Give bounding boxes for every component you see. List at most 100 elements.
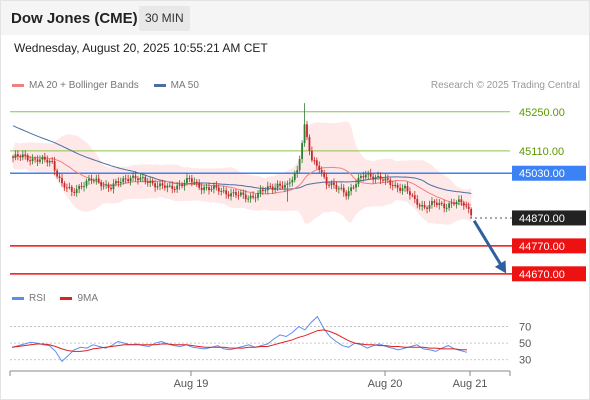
- level-label: 45250.00: [519, 107, 565, 119]
- candle-body: [215, 185, 218, 188]
- candle-body: [124, 178, 127, 180]
- ma50-swatch: [153, 83, 166, 87]
- candle-body: [404, 185, 406, 189]
- rsi-legend: RSI 9MA: [12, 293, 98, 304]
- candle-body: [298, 159, 301, 171]
- candle-body: [181, 184, 183, 187]
- candle-body: [12, 156, 14, 158]
- candle-body: [433, 201, 436, 203]
- candle-body: [357, 177, 360, 185]
- candle-body: [413, 195, 416, 199]
- candle-body: [29, 160, 32, 162]
- candle-body: [188, 177, 191, 179]
- candle-body: [242, 192, 245, 195]
- rsi-line: [11, 315, 468, 363]
- candle-body: [235, 192, 237, 196]
- candle-body: [24, 154, 27, 156]
- candle-body: [190, 178, 193, 183]
- candle-body: [391, 185, 394, 187]
- candle-body: [330, 182, 333, 186]
- candle-body: [470, 208, 473, 216]
- candle-body: [26, 155, 29, 161]
- candle-body: [247, 198, 250, 200]
- candle-body: [186, 177, 188, 183]
- candle-body: [369, 173, 372, 177]
- candle-body: [416, 198, 419, 205]
- candle-body: [51, 160, 54, 162]
- candle-body: [311, 150, 313, 161]
- ma50-line: [12, 125, 472, 194]
- candle-body: [257, 193, 259, 198]
- candle-body: [345, 192, 348, 197]
- candle-body: [396, 184, 399, 188]
- candle-body: [232, 192, 235, 194]
- price-legend: MA 20 + Bollinger Bands MA 50: [12, 80, 199, 91]
- rsi-ma-swatch: [60, 296, 73, 300]
- candle-body: [320, 170, 323, 173]
- candle-body: [377, 175, 379, 177]
- candle-body: [440, 203, 443, 205]
- candle-body: [171, 185, 174, 189]
- candle-body: [34, 158, 36, 160]
- candle-body: [254, 197, 257, 199]
- candle-body: [428, 204, 431, 209]
- candle-body: [239, 192, 242, 196]
- candle-body: [213, 185, 215, 189]
- interval-button[interactable]: 30 MIN: [139, 6, 190, 31]
- candle-body: [168, 185, 171, 187]
- x-tick-label: Aug 19: [174, 378, 209, 390]
- candle-body: [115, 181, 117, 184]
- candle-body: [195, 181, 198, 183]
- candle-body: [117, 181, 120, 184]
- candle-body: [92, 180, 95, 182]
- candle-body: [102, 185, 105, 187]
- candle-body: [105, 184, 107, 186]
- candle-body: [127, 179, 130, 182]
- candle-body: [342, 187, 345, 193]
- ma20-legend-label: MA 20 + Bollinger Bands: [29, 80, 139, 91]
- candle-body: [56, 170, 58, 177]
- candle-body: [119, 181, 122, 184]
- candle-body: [411, 195, 414, 197]
- candle-body: [399, 187, 401, 191]
- candle-body: [264, 190, 267, 192]
- candle-body: [296, 170, 299, 174]
- candle-body: [100, 181, 103, 187]
- candle-body: [340, 187, 343, 189]
- candle-body: [107, 184, 110, 188]
- candle-body: [70, 186, 73, 192]
- candle-body: [88, 178, 90, 181]
- level-label: 45030.00: [519, 168, 565, 180]
- candle-body: [220, 190, 223, 192]
- candle-body: [467, 206, 470, 209]
- candle-body: [132, 175, 134, 178]
- candle-body: [293, 173, 296, 180]
- candle-body: [31, 158, 34, 162]
- candle-body: [288, 182, 291, 184]
- candle-body: [313, 160, 316, 162]
- candle-body: [198, 182, 201, 188]
- level-tag-44770.00: [512, 238, 586, 254]
- candle-body: [178, 184, 181, 186]
- candle-body: [450, 202, 453, 204]
- candle-body: [39, 159, 41, 162]
- candle-body: [409, 191, 411, 196]
- level-label: 44870.00: [519, 213, 565, 225]
- candle-body: [75, 189, 78, 193]
- rsi-tick-label: 50: [519, 338, 531, 350]
- candle-body: [445, 207, 448, 209]
- candle-body: [337, 188, 340, 190]
- candle-body: [352, 187, 355, 189]
- candle-body: [244, 194, 247, 200]
- candle-body: [222, 190, 225, 192]
- candle-body: [303, 124, 306, 144]
- candle-body: [418, 204, 421, 207]
- candle-body: [41, 156, 44, 160]
- candle-body: [17, 154, 19, 157]
- candle-body: [205, 187, 208, 189]
- candle-body: [95, 178, 98, 181]
- candle-body: [210, 188, 213, 191]
- candle-body: [431, 201, 433, 205]
- chart-header: Dow Jones (CME) 30 MIN: [1, 1, 589, 35]
